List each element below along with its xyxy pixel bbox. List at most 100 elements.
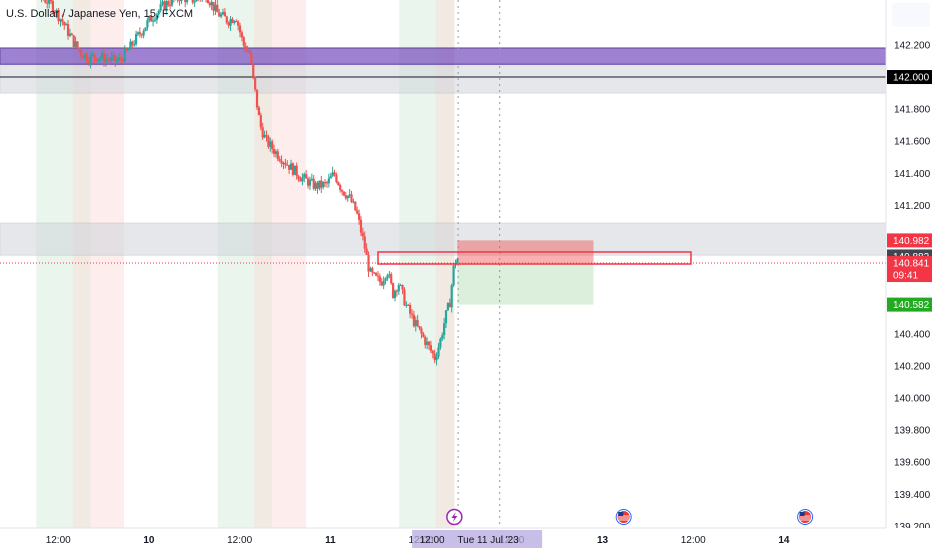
candle-body[interactable]: [350, 194, 353, 203]
candle-body[interactable]: [265, 134, 268, 137]
candle-body[interactable]: [369, 268, 372, 272]
candle-body[interactable]: [255, 89, 259, 108]
candle-body[interactable]: [390, 274, 393, 284]
candle-body[interactable]: [267, 136, 270, 147]
candle-body[interactable]: [303, 174, 306, 178]
candle-body[interactable]: [286, 164, 289, 166]
candle-body[interactable]: [359, 219, 363, 233]
candle-body[interactable]: [193, 1, 196, 3]
candle-body[interactable]: [129, 41, 132, 50]
candle-body[interactable]: [327, 178, 330, 184]
candle-body[interactable]: [104, 58, 107, 63]
candle-body[interactable]: [142, 30, 145, 36]
candle-body[interactable]: [231, 19, 234, 23]
candle-body[interactable]: [318, 180, 321, 189]
candle-body[interactable]: [380, 281, 383, 286]
candle-body[interactable]: [159, 4, 162, 11]
candle-body[interactable]: [418, 326, 421, 329]
candle-body[interactable]: [102, 53, 106, 63]
candle-body[interactable]: [127, 49, 130, 51]
candle-body[interactable]: [186, 0, 189, 3]
candle-body[interactable]: [57, 9, 60, 22]
candle-body[interactable]: [206, 0, 209, 4]
candle-body[interactable]: [399, 284, 402, 286]
candle-body[interactable]: [276, 151, 279, 160]
candle-body[interactable]: [376, 275, 380, 277]
candle-body[interactable]: [339, 185, 342, 190]
candle-body[interactable]: [89, 54, 92, 64]
candle-body[interactable]: [405, 304, 408, 306]
candle-body[interactable]: [357, 213, 361, 220]
candle-body[interactable]: [272, 149, 276, 154]
candle-body[interactable]: [106, 58, 109, 60]
candle-body[interactable]: [450, 285, 453, 308]
candle-body[interactable]: [93, 54, 96, 59]
candle-body[interactable]: [323, 182, 327, 184]
candle-body[interactable]: [412, 314, 415, 327]
candle-body[interactable]: [261, 127, 264, 138]
candle-body[interactable]: [151, 20, 155, 22]
candle-body[interactable]: [148, 15, 151, 21]
candle-body[interactable]: [291, 163, 295, 175]
candle-body[interactable]: [46, 2, 49, 4]
candle-body[interactable]: [378, 276, 381, 282]
candle-body[interactable]: [95, 58, 98, 61]
candle-body[interactable]: [208, 3, 211, 6]
candle-body[interactable]: [250, 53, 253, 63]
axis-settings-button[interactable]: [892, 3, 930, 27]
candle-body[interactable]: [263, 134, 266, 138]
candle-body[interactable]: [403, 289, 406, 306]
candle-body[interactable]: [448, 303, 451, 308]
candle-body[interactable]: [178, 0, 181, 2]
candle-body[interactable]: [180, 0, 183, 2]
candle-body[interactable]: [337, 182, 340, 186]
candle-body[interactable]: [223, 12, 227, 17]
candle-body[interactable]: [212, 1, 215, 11]
candle-body[interactable]: [91, 54, 94, 56]
candle-body[interactable]: [65, 24, 68, 26]
candle-body[interactable]: [61, 19, 64, 23]
candle-body[interactable]: [289, 163, 293, 170]
gray-zone[interactable]: [0, 222, 887, 256]
candle-body[interactable]: [138, 32, 141, 35]
candle-body[interactable]: [331, 172, 334, 177]
candle-body[interactable]: [70, 33, 73, 36]
candle-body[interactable]: [121, 59, 124, 62]
candle-body[interactable]: [320, 180, 323, 188]
gray-zone[interactable]: [0, 65, 887, 94]
candle-body[interactable]: [325, 182, 329, 184]
candle-body[interactable]: [136, 32, 140, 35]
candle-body[interactable]: [401, 284, 404, 290]
candle-body[interactable]: [216, 4, 219, 13]
candle-body[interactable]: [114, 54, 117, 62]
candle-body[interactable]: [409, 305, 412, 314]
candle-body[interactable]: [424, 336, 427, 345]
candle-body[interactable]: [422, 333, 425, 337]
candle-body[interactable]: [83, 54, 87, 59]
candle-body[interactable]: [365, 248, 368, 255]
candle-body[interactable]: [410, 313, 414, 315]
candle-body[interactable]: [155, 14, 158, 20]
candle-body[interactable]: [221, 12, 225, 15]
candle-body[interactable]: [134, 34, 138, 45]
candle-body[interactable]: [333, 172, 336, 175]
candle-body[interactable]: [271, 141, 274, 150]
candle-body[interactable]: [238, 25, 242, 33]
candle-body[interactable]: [393, 290, 397, 298]
candle-body[interactable]: [392, 283, 395, 298]
candle-body[interactable]: [80, 50, 83, 57]
candle-body[interactable]: [229, 19, 232, 26]
candle-body[interactable]: [367, 254, 370, 272]
candle-body[interactable]: [397, 285, 400, 292]
candle-body[interactable]: [168, 5, 172, 7]
candle-body[interactable]: [374, 272, 378, 276]
candle-body[interactable]: [218, 12, 221, 17]
candle-body[interactable]: [305, 174, 308, 179]
candle-body[interactable]: [153, 19, 157, 21]
candle-body[interactable]: [210, 1, 213, 6]
candle-body[interactable]: [431, 350, 434, 354]
candle-body[interactable]: [446, 303, 450, 311]
candle-body[interactable]: [116, 60, 119, 62]
candle-body[interactable]: [225, 16, 228, 23]
candle-body[interactable]: [274, 151, 278, 154]
